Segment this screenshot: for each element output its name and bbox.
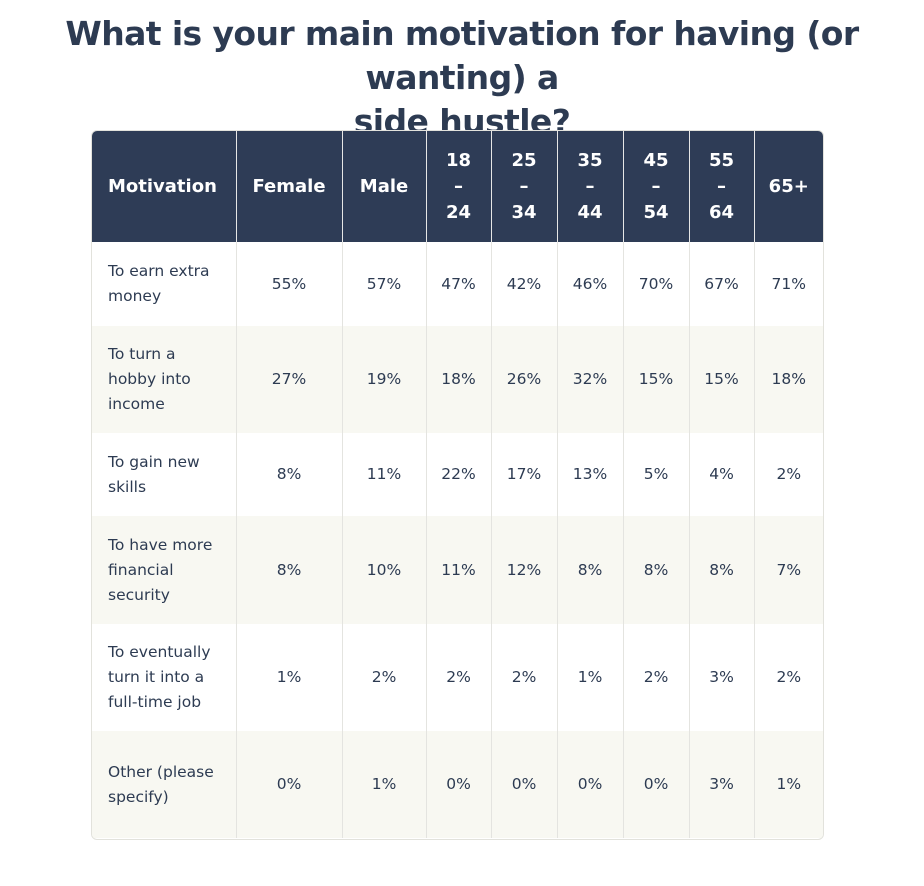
value-cell: 2% bbox=[342, 624, 427, 731]
motivation-table: Motivation Female Male 18–24 25–34 35–44… bbox=[91, 130, 824, 840]
value-cell: 70% bbox=[623, 242, 690, 326]
table-row: To gain new skills 8% 11% 22% 17% 13% 5% 4% 2% bbox=[92, 433, 823, 516]
header-row: Motivation Female Male 18–24 25–34 35–44… bbox=[92, 131, 823, 242]
header-female: Female bbox=[236, 131, 343, 242]
value-cell: 46% bbox=[557, 242, 624, 326]
value-cell: 8% bbox=[689, 516, 755, 624]
value-cell: 10% bbox=[342, 516, 427, 624]
table-body: To earn extra money 55% 57% 47% 42% 46% 70% 67%… bbox=[92, 242, 823, 838]
value-cell: 11% bbox=[426, 516, 492, 624]
value-cell: 11% bbox=[342, 433, 427, 516]
value-cell: 0% bbox=[623, 731, 690, 838]
value-cell: 42% bbox=[491, 242, 558, 326]
row-label: To gain new skills bbox=[92, 433, 237, 516]
header-age-55-64: 55–64 bbox=[689, 131, 755, 242]
value-cell: 27% bbox=[236, 326, 343, 433]
header-motivation: Motivation bbox=[92, 131, 237, 242]
value-cell: 32% bbox=[557, 326, 624, 433]
value-cell: 5% bbox=[623, 433, 690, 516]
title-line-1: What is your main motivation for having … bbox=[65, 14, 859, 97]
value-cell: 0% bbox=[236, 731, 343, 838]
value-cell: 47% bbox=[426, 242, 492, 326]
value-cell: 4% bbox=[689, 433, 755, 516]
value-cell: 26% bbox=[491, 326, 558, 433]
value-cell: 8% bbox=[236, 433, 343, 516]
value-cell: 7% bbox=[754, 516, 823, 624]
value-cell: 0% bbox=[557, 731, 624, 838]
value-cell: 2% bbox=[754, 624, 823, 731]
value-cell: 2% bbox=[754, 433, 823, 516]
table-row: Other (please specify) 0% 1% 0% 0% 0% 0% 3% 1% bbox=[92, 731, 823, 838]
value-cell: 3% bbox=[689, 731, 755, 838]
value-cell: 2% bbox=[623, 624, 690, 731]
value-cell: 71% bbox=[754, 242, 823, 326]
value-cell: 2% bbox=[426, 624, 492, 731]
header-age-35-44: 35–44 bbox=[557, 131, 624, 242]
table-row: To earn extra money 55% 57% 47% 42% 46% 70% 67%… bbox=[92, 242, 823, 326]
value-cell: 8% bbox=[236, 516, 343, 624]
row-label: To turn a hobby into income bbox=[92, 326, 237, 433]
value-cell: 17% bbox=[491, 433, 558, 516]
table-row: To eventually turn it into a full-time j… bbox=[92, 624, 823, 731]
value-cell: 13% bbox=[557, 433, 624, 516]
value-cell: 18% bbox=[754, 326, 823, 433]
value-cell: 1% bbox=[342, 731, 427, 838]
value-cell: 12% bbox=[491, 516, 558, 624]
table-row: To turn a hobby into income 27% 19% 18% 26% 3… bbox=[92, 326, 823, 433]
value-cell: 1% bbox=[236, 624, 343, 731]
row-label: Other (please specify) bbox=[92, 731, 237, 838]
value-cell: 67% bbox=[689, 242, 755, 326]
value-cell: 8% bbox=[623, 516, 690, 624]
value-cell: 0% bbox=[426, 731, 492, 838]
header-age-45-54: 45–54 bbox=[623, 131, 690, 242]
value-cell: 15% bbox=[689, 326, 755, 433]
row-label: To earn extra money bbox=[92, 242, 237, 326]
row-label: To have more financial security bbox=[92, 516, 237, 624]
header-male: Male bbox=[342, 131, 427, 242]
header-age-25-34: 25–34 bbox=[491, 131, 558, 242]
value-cell: 19% bbox=[342, 326, 427, 433]
value-cell: 55% bbox=[236, 242, 343, 326]
value-cell: 0% bbox=[491, 731, 558, 838]
header-age-65-plus: 65+ bbox=[754, 131, 823, 242]
value-cell: 22% bbox=[426, 433, 492, 516]
value-cell: 57% bbox=[342, 242, 427, 326]
value-cell: 18% bbox=[426, 326, 492, 433]
value-cell: 2% bbox=[491, 624, 558, 731]
value-cell: 8% bbox=[557, 516, 624, 624]
value-cell: 15% bbox=[623, 326, 690, 433]
chart-title: What is your main motivation for having … bbox=[0, 12, 924, 144]
header-age-18-24: 18–24 bbox=[426, 131, 492, 242]
value-cell: 3% bbox=[689, 624, 755, 731]
value-cell: 1% bbox=[754, 731, 823, 838]
table-row: To have more financial security 8% 10% 11% 1… bbox=[92, 516, 823, 624]
data-table: Motivation Female Male 18–24 25–34 35–44… bbox=[92, 131, 823, 838]
row-label: To eventually turn it into a full-time j… bbox=[92, 624, 237, 731]
value-cell: 1% bbox=[557, 624, 624, 731]
